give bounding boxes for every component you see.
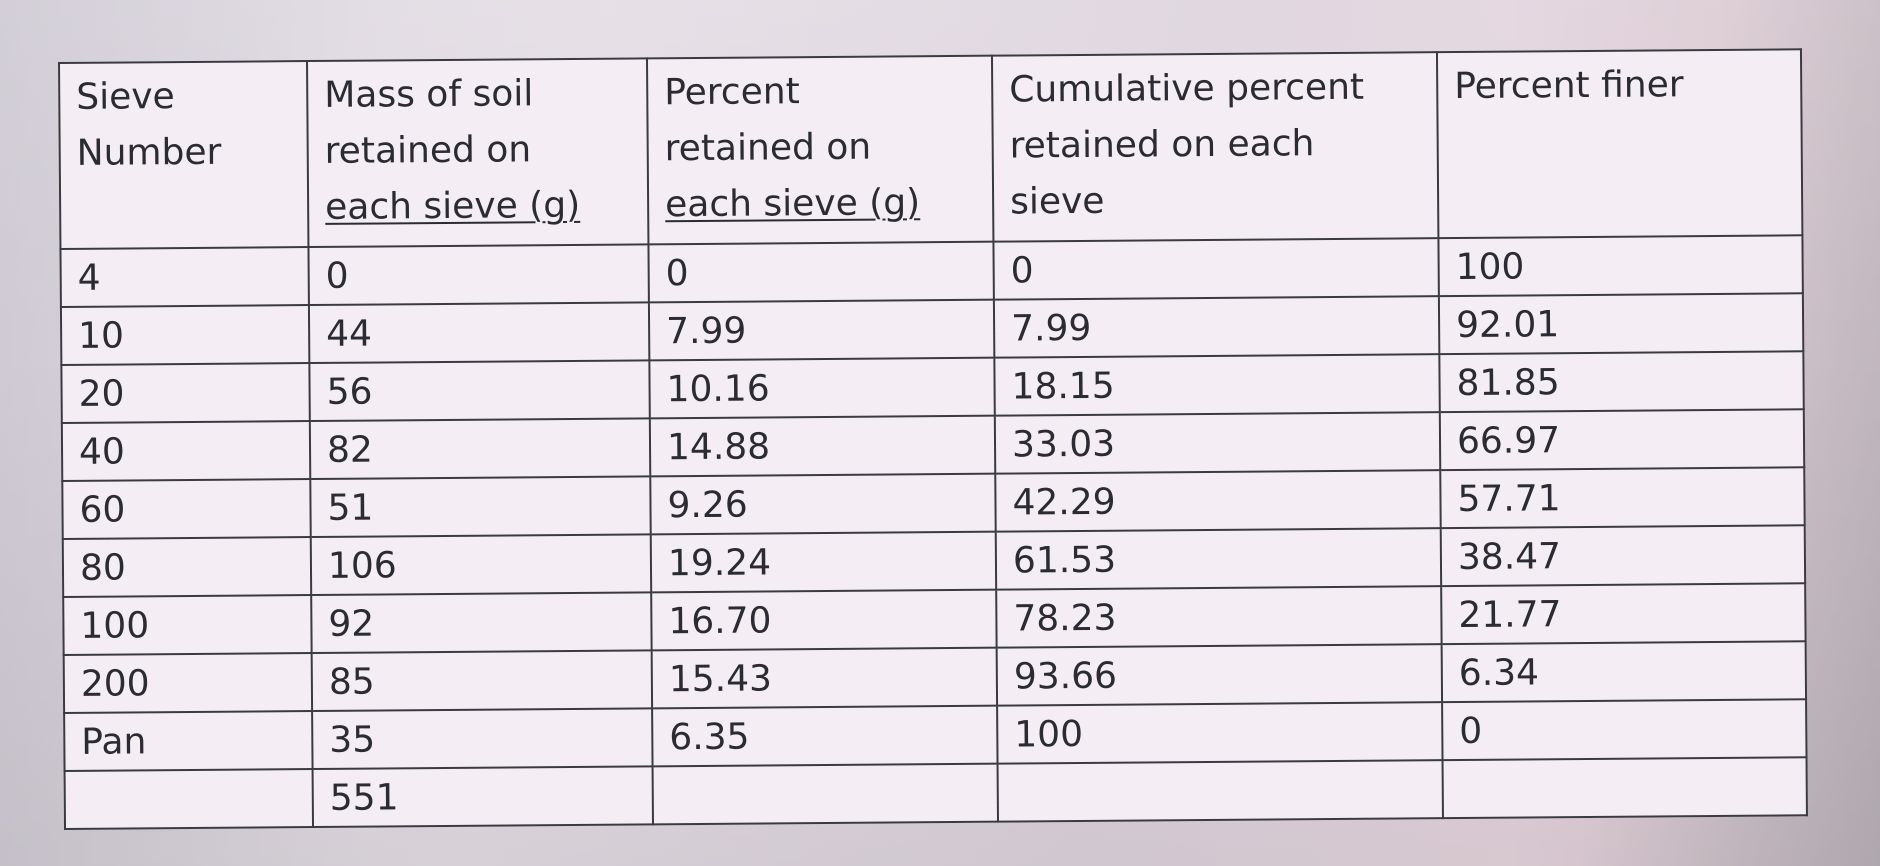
- cell-sieve-number: 200: [63, 653, 313, 713]
- cell-sieve-number: 40: [61, 421, 311, 481]
- cell-mass-retained: 106: [310, 534, 652, 596]
- header-line: Number: [76, 131, 222, 174]
- cell-percent-retained: 19.24: [650, 531, 997, 593]
- cell-sieve-number: 10: [60, 305, 310, 365]
- cell-percent-finer: [1442, 757, 1807, 819]
- header-line: retained on: [324, 129, 532, 172]
- cell-sieve-number: [64, 769, 314, 829]
- cell-mass-retained: 56: [309, 360, 650, 422]
- cell-percent-finer: 92.01: [1438, 293, 1804, 355]
- cell-percent-retained: 6.35: [652, 705, 998, 767]
- cell-percent-retained: 15.43: [651, 647, 998, 709]
- table-header: Sieve Number Mass of soil retained on ea…: [59, 49, 1803, 249]
- cell-cumulative-percent: 61.53: [995, 528, 1442, 590]
- total-row: 551: [64, 757, 1807, 829]
- cell-mass-retained: 44: [308, 302, 650, 364]
- cell-percent-finer: 57.71: [1440, 467, 1805, 529]
- cell-percent-finer: 81.85: [1439, 351, 1804, 413]
- header-line: Percent: [664, 71, 800, 114]
- cell-cumulative-percent: 33.03: [994, 412, 1441, 474]
- cell-mass-total: 551: [312, 766, 654, 828]
- header-line: Cumulative percent: [1009, 66, 1365, 111]
- cell-percent-retained: 9.26: [650, 473, 996, 535]
- header-cumulative-percent: Cumulative percent retained on each siev…: [991, 52, 1439, 242]
- cell-sieve-number: 100: [63, 595, 312, 655]
- header-line: each sieve (g): [664, 182, 921, 226]
- cell-cumulative-percent: 0: [993, 238, 1439, 300]
- cell-sieve-number: Pan: [64, 711, 313, 771]
- cell-percent-finer: 21.77: [1441, 583, 1806, 645]
- header-line: sieve: [1009, 180, 1105, 223]
- sieve-analysis-table: Sieve Number Mass of soil retained on ea…: [58, 48, 1808, 830]
- cell-percent-retained: 16.70: [651, 589, 997, 651]
- header-line: Mass of soil: [324, 73, 534, 116]
- cell-percent-finer: 0: [1442, 699, 1807, 761]
- cell-sieve-number: 80: [62, 537, 312, 597]
- cell-sieve-number: 60: [62, 479, 311, 539]
- cell-percent-retained: 14.88: [649, 415, 996, 477]
- cell-percent-finer: 38.47: [1440, 525, 1806, 587]
- cell-cumulative-percent: 42.29: [995, 470, 1441, 532]
- cell-percent-retained: [652, 763, 998, 825]
- header-percent-retained: Percent retained on each sieve (g): [646, 55, 994, 245]
- cell-mass-retained: 51: [310, 476, 651, 538]
- cell-percent-finer: 6.34: [1441, 641, 1807, 703]
- cell-mass-retained: 92: [311, 592, 652, 654]
- cell-cumulative-percent: 100: [997, 702, 1443, 764]
- cell-cumulative-percent: 78.23: [996, 586, 1442, 648]
- cell-percent-finer: 66.97: [1439, 409, 1805, 471]
- cell-mass-retained: 82: [309, 418, 651, 480]
- header-line: retained on: [664, 126, 872, 170]
- cell-sieve-number: 20: [61, 363, 310, 423]
- header-line: retained on each: [1009, 123, 1315, 167]
- cell-sieve-number: 4: [60, 247, 309, 307]
- cell-cumulative-percent: 93.66: [996, 644, 1443, 706]
- cell-mass-retained: 85: [311, 650, 653, 712]
- header-percent-finer: Percent finer: [1436, 49, 1803, 239]
- cell-cumulative-percent: 7.99: [993, 296, 1440, 358]
- header-line: Sieve: [76, 76, 175, 118]
- cell-cumulative-percent: 18.15: [994, 354, 1440, 416]
- cell-percent-finer: 100: [1438, 235, 1803, 297]
- cell-percent-retained: 0: [648, 241, 994, 303]
- cell-mass-retained: 0: [308, 244, 649, 306]
- header-line: each sieve (g): [324, 184, 581, 228]
- cell-cumulative-percent: [997, 760, 1443, 822]
- header-sieve-number: Sieve Number: [59, 61, 309, 249]
- header-row: Sieve Number Mass of soil retained on ea…: [59, 49, 1803, 249]
- header-line: Percent finer: [1454, 64, 1684, 108]
- table-body: 4 0 0 0 100 10 44 7.99 7.99 92.01 20 56 …: [60, 235, 1807, 829]
- header-mass-retained: Mass of soil retained on each sieve (g): [307, 58, 649, 248]
- cell-mass-retained: 35: [312, 708, 653, 770]
- cell-percent-retained: 7.99: [648, 299, 995, 361]
- cell-percent-retained: 10.16: [649, 357, 995, 419]
